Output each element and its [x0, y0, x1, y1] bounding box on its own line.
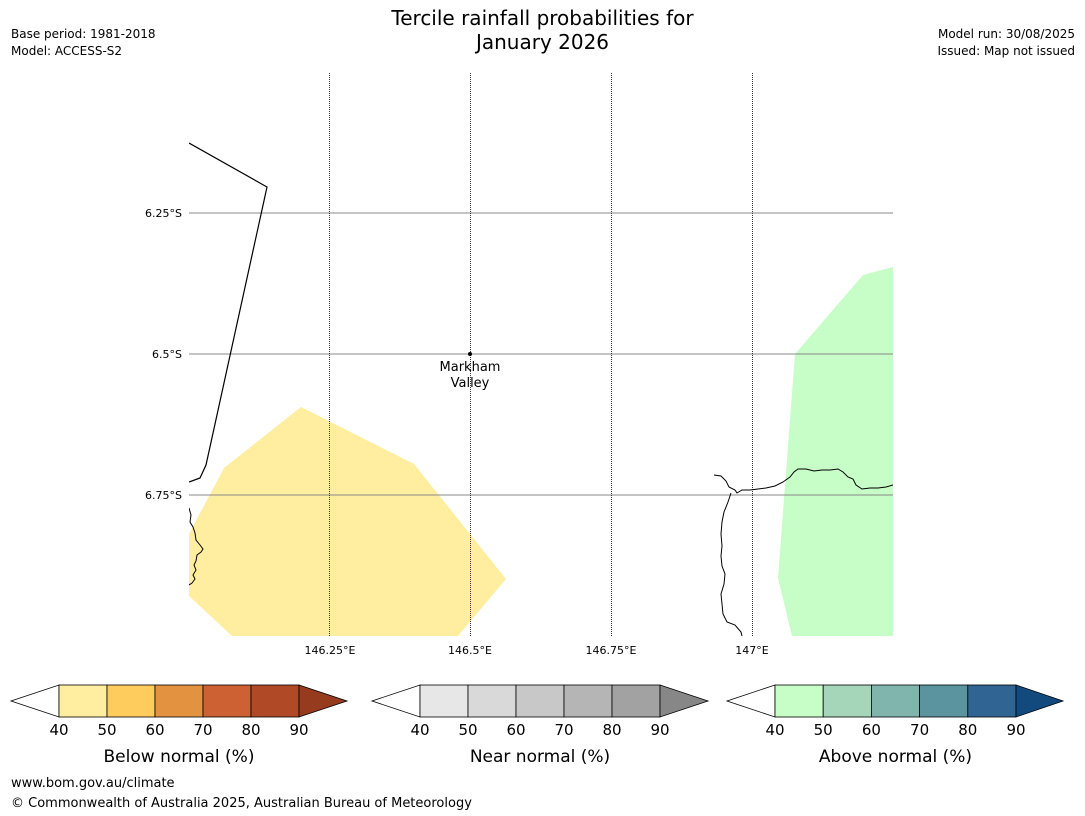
- above-normal-region: [778, 267, 893, 636]
- colorbar-2-segment-3: [515, 684, 565, 718]
- colorbar-2: 40 50 60 70 80 90 Near normal (%): [370, 684, 710, 767]
- colorbar-1-tick-80: 80: [241, 721, 260, 739]
- colorbar-2-title: Near normal (%): [470, 747, 610, 767]
- title-line-2: January 2026: [475, 30, 610, 54]
- footer-copyright: © Commonwealth of Australia 2025, Austra…: [11, 796, 472, 811]
- title-line-1: Tercile rainfall probabilities for: [391, 6, 694, 30]
- colorbar-1-tick-60: 60: [145, 721, 164, 739]
- model-name: Model: ACCESS-S2: [11, 44, 123, 58]
- colorbar-3-tick-80: 80: [958, 721, 977, 739]
- meta-left: Base period: 1981-2018 Model: ACCESS-S2: [11, 26, 156, 60]
- colorbar-2-tick-50: 50: [458, 721, 477, 739]
- colorbar-3-segment-5: [967, 684, 1017, 718]
- colorbar-2-tick-60: 60: [506, 721, 525, 739]
- colorbar-2-tick-80: 80: [602, 721, 621, 739]
- lat-label-2: 6.5°S: [152, 348, 182, 361]
- coastline-right: [713, 468, 893, 494]
- colorbar-2-segment-5: [611, 684, 661, 718]
- colorbar-2-segment-4: [563, 684, 613, 718]
- colorbar-3-tick-90: 90: [1006, 721, 1025, 739]
- footer-url: www.bom.gov.au/climate: [11, 776, 175, 791]
- colorbar-1-segment-2: [106, 684, 156, 718]
- colorbar-3-tick-60: 60: [862, 721, 881, 739]
- coastline-river: [720, 492, 743, 636]
- colorbar-1-tick-50: 50: [97, 721, 116, 739]
- markham-valley-marker: [468, 352, 472, 356]
- base-period: Base period: 1981-2018: [11, 27, 156, 41]
- colorbar-1-tick-90: 90: [289, 721, 308, 739]
- lon-label-3: 146.75°E: [586, 644, 637, 657]
- colorbar-2-tick-70: 70: [554, 721, 573, 739]
- colorbar-3-segment-4: [919, 684, 969, 718]
- colorbar-2-tick-90: 90: [650, 721, 669, 739]
- colorbar-1-segment-4: [202, 684, 252, 718]
- colorbar-1-title: Below normal (%): [104, 747, 255, 767]
- colorbar-3-title: Above normal (%): [819, 747, 972, 767]
- colorbar-2-segment-1: [419, 684, 469, 718]
- colorbar-3-tick-50: 50: [814, 721, 833, 739]
- colorbars: 40 50 60 70 80 90 Below normal (%) 40 50 60 70 80 90…: [9, 684, 1065, 767]
- colorbar-1-tick-70: 70: [193, 721, 212, 739]
- issued-status: Issued: Map not issued: [937, 44, 1075, 58]
- colorbar-2-tick-40: 40: [410, 721, 429, 739]
- colorbar-2-upper-arrow: [659, 684, 710, 718]
- colorbar-3-segment-1: [774, 684, 824, 718]
- colorbar-1-segment-3: [154, 684, 204, 718]
- colorbar-3-lower-arrow: [725, 684, 776, 718]
- colorbar-3-segment-3: [871, 684, 921, 718]
- lat-label-1: 6.25°S: [145, 207, 182, 220]
- colorbar-3-tick-40: 40: [765, 721, 784, 739]
- coastline-left: [189, 507, 204, 586]
- below-normal-region: [189, 407, 506, 636]
- colorbar-3-segment-2: [822, 684, 872, 718]
- colorbar-2-lower-arrow: [370, 684, 421, 718]
- lon-label-1: 146.25°E: [305, 644, 356, 657]
- colorbar-2-segment-2: [467, 684, 517, 718]
- lat-label-3: 6.75°S: [145, 489, 182, 502]
- colorbar-1-segment-5: [250, 684, 300, 718]
- map-title: Tercile rainfall probabilities for Janua…: [0, 6, 1085, 54]
- map-area: [189, 73, 893, 636]
- colorbar-3-tick-70: 70: [910, 721, 929, 739]
- meta-right: Model run: 30/08/2025 Issued: Map not is…: [937, 26, 1075, 60]
- lon-label-2: 146.5°E: [448, 644, 492, 657]
- lon-label-4: 147°E: [735, 644, 768, 657]
- colorbar-1: 40 50 60 70 80 90 Below normal (%): [9, 684, 349, 767]
- colorbar-1-tick-40: 40: [49, 721, 68, 739]
- model-run: Model run: 30/08/2025: [937, 27, 1075, 41]
- colorbar-1-lower-arrow: [9, 684, 60, 718]
- place-label-line-2: Valley: [451, 376, 490, 391]
- colorbar-3-upper-arrow: [1015, 684, 1065, 718]
- boundary-line: [189, 142, 268, 483]
- place-label-line-1: Markham: [440, 360, 501, 375]
- colorbar-1-upper-arrow: [298, 684, 349, 718]
- colorbar-3: 40 50 60 70 80 90 Above normal (%): [725, 684, 1065, 767]
- colorbar-1-segment-1: [58, 684, 108, 718]
